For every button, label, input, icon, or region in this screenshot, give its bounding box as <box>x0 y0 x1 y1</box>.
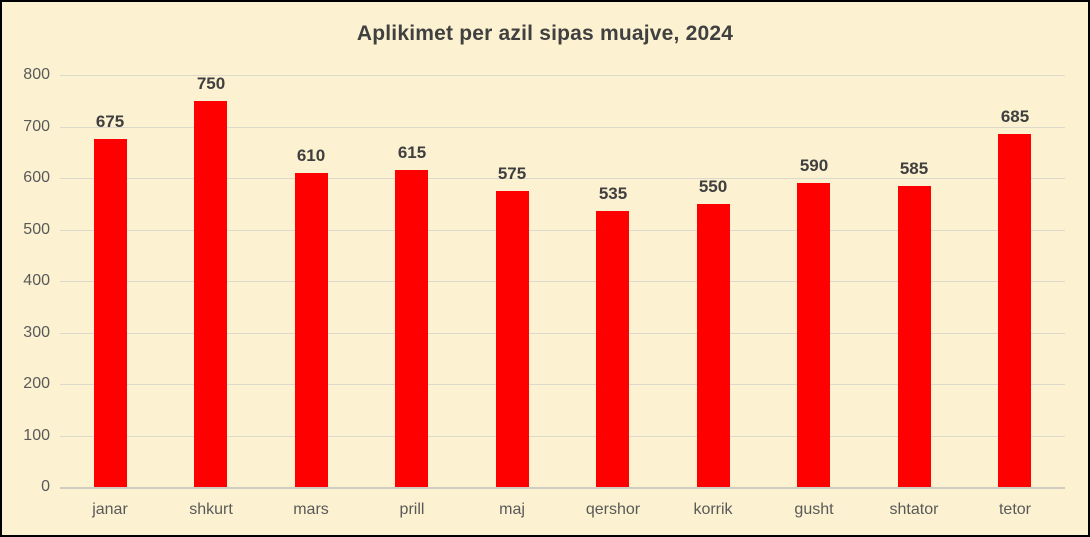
x-axis-label: tetor <box>998 501 1031 518</box>
gridline <box>60 333 1065 334</box>
x-axis-label: mars <box>293 501 329 518</box>
bar-value-label: 750 <box>196 74 226 93</box>
bar <box>395 170 428 487</box>
bar-value-label: 685 <box>1000 107 1030 126</box>
y-axis-tick-label: 500 <box>23 221 50 238</box>
bar-value-label: 615 <box>397 143 427 162</box>
bar <box>797 183 830 487</box>
y-axis-tick-label: 400 <box>23 272 50 289</box>
gridline <box>60 230 1065 231</box>
gridline <box>60 178 1065 179</box>
bar <box>496 191 529 487</box>
y-axis-tick-label: 800 <box>23 66 50 83</box>
x-axis-label: shtator <box>889 501 939 518</box>
x-axis-label: maj <box>499 501 525 518</box>
y-axis-tick-label: 0 <box>41 478 50 495</box>
bar <box>94 139 127 487</box>
bar <box>898 186 931 487</box>
bar-value-label: 535 <box>598 184 628 203</box>
x-axis-label: gusht <box>794 501 834 518</box>
bar <box>295 173 328 487</box>
bar <box>998 134 1031 487</box>
gridline <box>60 436 1065 437</box>
x-axis-label: prill <box>399 501 425 518</box>
bar-value-label: 550 <box>698 177 728 196</box>
x-axis-line <box>60 487 1065 489</box>
bar <box>697 204 730 487</box>
y-axis-tick-label: 700 <box>23 118 50 135</box>
y-axis-tick-label: 100 <box>23 427 50 444</box>
x-axis-label: shkurt <box>189 501 233 518</box>
bar <box>596 211 629 487</box>
gridline <box>60 75 1065 76</box>
bar-value-label: 585 <box>899 159 929 178</box>
bar-value-label: 590 <box>799 156 829 175</box>
bar <box>194 101 227 487</box>
gridline <box>60 384 1065 385</box>
gridline <box>60 281 1065 282</box>
y-axis-tick-label: 300 <box>23 324 50 341</box>
bar-value-label: 610 <box>296 146 326 165</box>
x-axis-label: qershor <box>585 501 641 518</box>
y-axis-tick-label: 600 <box>23 169 50 186</box>
x-axis-label: janar <box>92 501 128 518</box>
y-axis-tick-label: 200 <box>23 375 50 392</box>
chart-title: Aplikimet per azil sipas muajve, 2024 <box>356 22 734 45</box>
gridline <box>60 127 1065 128</box>
x-axis-label: korrik <box>693 501 733 518</box>
bar-value-label: 575 <box>497 164 527 183</box>
bar-value-label: 675 <box>95 112 125 131</box>
